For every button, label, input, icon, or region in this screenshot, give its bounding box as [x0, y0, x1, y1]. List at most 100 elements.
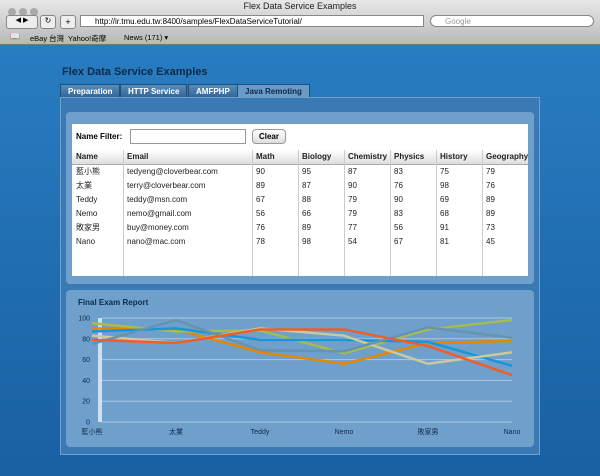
column-header: Physics	[394, 152, 425, 161]
column-header: Email	[127, 152, 149, 161]
cell: 78	[256, 237, 265, 246]
tab[interactable]: Preparation	[60, 84, 121, 98]
cell: 73	[486, 223, 495, 232]
column-divider	[298, 150, 299, 276]
y-tick-label: 40	[82, 378, 90, 385]
chart-title: Final Exam Report	[78, 298, 149, 307]
y-tick-label: 0	[86, 420, 90, 427]
x-tick-label: 太業	[169, 427, 183, 436]
cell: 76	[256, 223, 265, 232]
cell: 83	[394, 167, 403, 176]
cell: nano@mac.com	[127, 237, 186, 246]
cell: 69	[440, 195, 449, 204]
cell: nemo@gmail.com	[127, 209, 192, 218]
cell: 66	[302, 209, 311, 218]
column-header: History	[440, 152, 468, 161]
series-line	[91, 328, 513, 377]
bookmark[interactable]: Yahoo!奇摩	[68, 34, 107, 43]
header-row	[72, 150, 528, 165]
cell: 87	[302, 181, 311, 190]
column-divider	[252, 150, 253, 276]
cell: 藍小熊	[76, 167, 100, 176]
column-header: Chemistry	[348, 152, 388, 161]
series-line	[91, 327, 513, 366]
x-tick-label: 藍小熊	[82, 427, 103, 436]
cell: 56	[394, 223, 403, 232]
cell: 67	[394, 237, 403, 246]
filter-label: Name Filter:	[76, 132, 123, 141]
cell: 90	[256, 167, 265, 176]
cell: 79	[348, 209, 357, 218]
axis-band	[98, 318, 102, 422]
cell: teddy@msn.com	[127, 195, 188, 204]
x-tick-label: Teddy	[251, 429, 270, 436]
clear-button[interactable]: Clear	[252, 129, 286, 144]
cell: 90	[348, 181, 357, 190]
window-buttons[interactable]	[8, 3, 44, 16]
series-line	[91, 327, 513, 368]
x-tick-label: Nemo	[335, 429, 354, 436]
cell: Nemo	[76, 209, 98, 218]
cell: 98	[302, 237, 311, 246]
cell: 90	[394, 195, 403, 204]
cell: 91	[440, 223, 449, 232]
bookmark[interactable]: eBay 台灣	[30, 34, 65, 43]
bookmarks-icon[interactable]: 📖	[10, 32, 20, 41]
cell: 45	[486, 237, 495, 246]
cell: 89	[256, 181, 265, 190]
cell: 95	[302, 167, 311, 176]
search-box[interactable]: Google	[430, 15, 594, 27]
cell: 77	[348, 223, 357, 232]
y-tick-label: 60	[82, 357, 90, 364]
cell: 98	[440, 181, 449, 190]
new-tab[interactable]: +	[60, 15, 76, 29]
column-divider	[390, 150, 391, 276]
back-forward[interactable]: ◀ ▶	[6, 15, 38, 29]
x-tick-label: 敗家男	[418, 427, 439, 436]
column-divider	[436, 150, 437, 276]
cell: buy@money.com	[127, 223, 189, 232]
cell: 太業	[76, 181, 92, 190]
bookmark[interactable]: News (171) ▾	[124, 33, 169, 42]
browser-chrome: Flex Data Service Examples ◀ ▶ ↻ + http:…	[0, 0, 600, 45]
x-tick-label: Nano	[504, 429, 521, 436]
data-grid: Name Filter: Clear Name Email Math Biology C…	[72, 124, 529, 277]
tab[interactable]: HTTP Service	[120, 84, 188, 98]
cell: 83	[394, 209, 403, 218]
cell: 54	[348, 237, 357, 246]
cell: 76	[394, 181, 403, 190]
column-divider	[123, 150, 124, 276]
column-header: Geography	[486, 152, 529, 161]
y-tick-label: 80	[82, 336, 90, 343]
cell: terry@cloverbear.com	[127, 181, 206, 190]
cell: 79	[486, 167, 495, 176]
series-line	[91, 318, 513, 353]
app-title: Flex Data Service Examples	[62, 66, 208, 78]
y-tick-label: 20	[82, 399, 90, 406]
column-header: Math	[256, 152, 275, 161]
cell: 81	[440, 237, 449, 246]
column-divider	[344, 150, 345, 276]
chart-panel	[66, 290, 534, 447]
url-bar[interactable]: http://ir.tmu.edu.tw:8400/samples/FlexDa…	[80, 15, 424, 27]
cell: 87	[348, 167, 357, 176]
cell: 76	[486, 181, 495, 190]
cell: 79	[348, 195, 357, 204]
tab-active[interactable]: Java Remoting	[237, 84, 310, 99]
cell: 56	[256, 209, 265, 218]
cell: 67	[256, 195, 265, 204]
cell: Nano	[76, 237, 96, 246]
cell: 89	[486, 195, 495, 204]
window-title: Flex Data Service Examples	[243, 1, 357, 11]
y-tick-label: 100	[78, 316, 90, 323]
cell: 敗家男	[76, 223, 100, 232]
cell: 75	[440, 167, 449, 176]
cell: tedyeng@cloverbear.com	[127, 167, 218, 176]
column-header: Name	[76, 152, 98, 161]
filter-input[interactable]	[130, 129, 246, 144]
cell: 89	[486, 209, 495, 218]
reload[interactable]: ↻	[40, 15, 56, 29]
cell: 88	[302, 195, 311, 204]
